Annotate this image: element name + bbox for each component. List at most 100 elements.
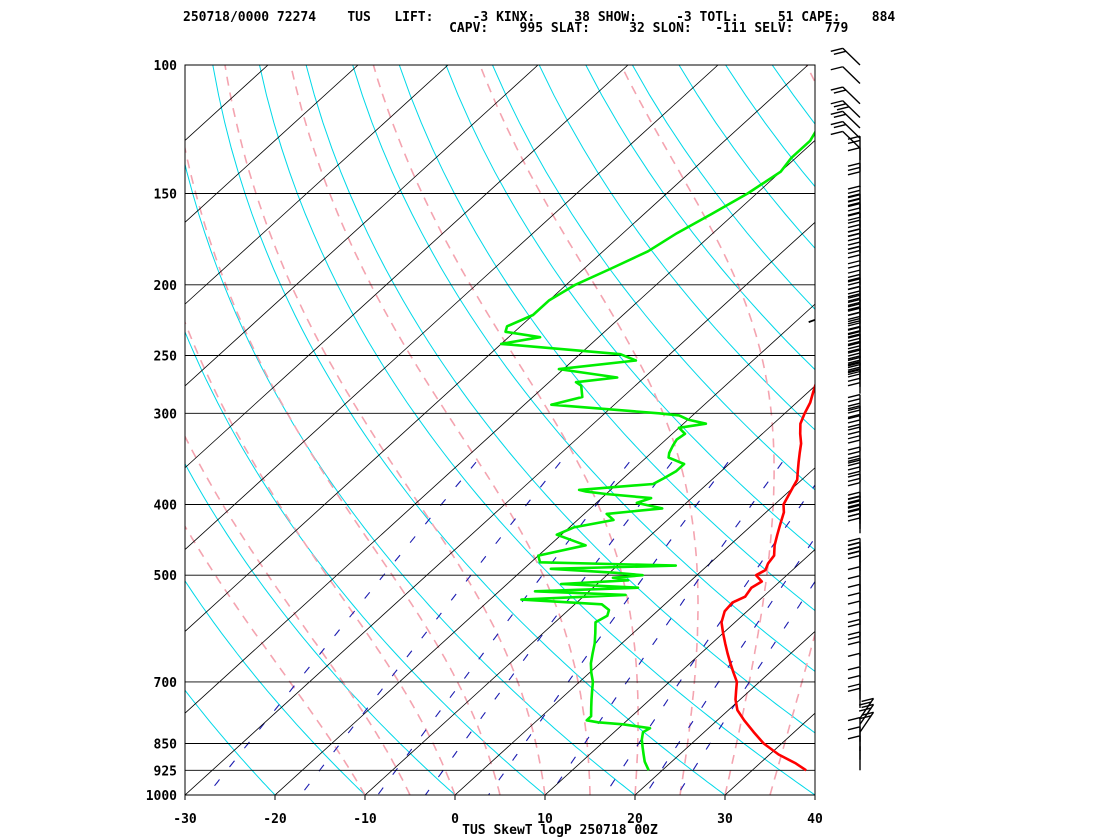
barb-feather	[847, 683, 861, 688]
barb-feather	[847, 352, 861, 357]
barb-feather	[847, 592, 861, 597]
barb-feather	[833, 103, 847, 108]
barb-feather	[847, 504, 861, 509]
barb-feather	[847, 254, 861, 259]
barb-feather	[847, 499, 861, 504]
barb-feather	[847, 406, 861, 412]
wind-barb	[847, 162, 861, 188]
barb-feather	[847, 315, 861, 321]
wind-barb	[847, 683, 861, 708]
isotherm	[0, 65, 88, 811]
barb-feather	[847, 317, 861, 323]
barb-staff	[842, 130, 861, 149]
barb-feather	[847, 171, 861, 176]
barb-feather	[847, 285, 861, 291]
mixing-ratio-line	[644, 536, 815, 795]
barb-feather	[847, 320, 861, 325]
x-tick-label: -10	[353, 812, 377, 827]
barb-feather	[861, 697, 874, 703]
wind-barb	[830, 66, 861, 84]
barb-feather	[847, 716, 861, 722]
barb-feather	[847, 398, 861, 403]
moist-adiabat	[289, 65, 591, 795]
barb-feather	[847, 356, 861, 362]
barb-feather	[847, 241, 861, 246]
wind-barb	[830, 86, 861, 105]
barb-feather	[847, 294, 861, 299]
dry-adiabat	[259, 65, 815, 795]
barb-feather	[847, 273, 861, 279]
barb-feather	[847, 473, 861, 478]
barb-feather	[847, 216, 861, 221]
barb-feather	[847, 635, 861, 640]
barb-feather	[847, 369, 861, 374]
barb-feather	[847, 368, 861, 373]
x-tick-label: 10	[537, 812, 553, 827]
dry-adiabat	[492, 65, 815, 491]
dry-adiabat	[771, 65, 815, 125]
barb-feather	[847, 508, 861, 513]
barb-feather	[833, 113, 847, 119]
wind-barb	[830, 130, 861, 149]
header-line-2: CAPV: 995 SLAT: 32 SLON: -111 SELV: 779	[183, 21, 849, 36]
barb-feather	[847, 574, 861, 580]
barb-feather	[847, 162, 861, 167]
mixing-ratio-line	[604, 484, 815, 795]
barb-feather	[847, 631, 861, 636]
dewpoint-profile	[499, 130, 815, 771]
barb-feather	[847, 306, 861, 311]
barb-feather	[847, 139, 861, 145]
barb-feather	[847, 546, 861, 551]
wind-barb	[847, 237, 861, 262]
barb-feather	[847, 640, 861, 646]
y-tick-label: 925	[154, 764, 177, 779]
barb-feather	[861, 703, 874, 709]
barb-feather	[847, 537, 861, 542]
sounding-curves	[499, 130, 815, 772]
barb-feather	[847, 330, 861, 335]
barb-feather	[847, 405, 861, 410]
wind-barb	[830, 120, 861, 139]
barb-feather	[847, 264, 861, 269]
barb-feather	[847, 185, 861, 190]
barb-feather	[847, 307, 861, 312]
barb-feather	[847, 381, 861, 387]
mixing-ratio-line	[548, 461, 783, 795]
barb-feather	[830, 86, 843, 91]
dry-adiabat	[185, 330, 546, 795]
barb-feather	[836, 106, 850, 111]
barb-feather	[847, 611, 861, 616]
barb-feather	[847, 735, 861, 740]
barb-feather	[847, 325, 861, 331]
mixing-ratio-line	[377, 461, 630, 795]
barb-feather	[847, 303, 861, 308]
barb-feather	[830, 100, 843, 105]
barb-feather	[830, 47, 843, 52]
barb-feather	[847, 366, 861, 371]
moist-adiabat	[620, 65, 775, 795]
barb-feather	[847, 249, 861, 255]
dry-adiabat	[185, 462, 456, 795]
barb-feather	[847, 363, 861, 369]
isotherm	[814, 794, 815, 795]
barb-feather	[847, 269, 861, 274]
barb-feather	[847, 491, 861, 496]
barb-feather	[833, 89, 847, 94]
wind-barb	[847, 369, 861, 394]
barb-feather	[847, 482, 861, 487]
mixing-ratio-line	[676, 580, 815, 795]
moist-adiabat	[372, 65, 639, 795]
isotherm	[185, 65, 809, 632]
barb-feather	[847, 583, 861, 589]
isotherm	[364, 385, 815, 795]
barb-feather	[847, 666, 861, 671]
barb-feather	[847, 311, 861, 316]
header-parameters: 250718/0000 72274 TUS LIFT: -3 KINX: 38 …	[0, 0, 1120, 40]
barb-feather	[847, 202, 861, 208]
wind-barb	[847, 446, 861, 472]
mixing-ratio-line	[206, 461, 477, 795]
y-tick-label: 700	[154, 676, 178, 691]
barb-feather	[847, 290, 861, 295]
